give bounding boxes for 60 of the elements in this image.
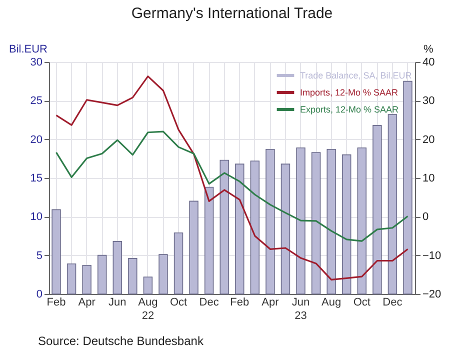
bar	[250, 160, 260, 294]
chart-title: Germany's International Trade	[131, 5, 333, 22]
y-tick-label: 20	[30, 134, 42, 146]
bar	[403, 80, 412, 294]
bar	[82, 264, 92, 294]
x-tick-label: Jun	[108, 296, 126, 308]
x-tick-label: Dec	[199, 296, 220, 308]
bar	[98, 254, 107, 294]
bar	[372, 125, 382, 294]
line-series	[55, 130, 409, 242]
bar	[235, 164, 244, 294]
bar	[280, 164, 290, 294]
y-axis-title: Bil.EUR	[8, 44, 48, 56]
x-tick-label: Apr	[78, 296, 96, 308]
bar	[204, 186, 214, 294]
bar	[158, 254, 168, 294]
y-tick-label: 0	[36, 288, 42, 300]
x-tick-label: Apr	[262, 296, 280, 308]
legend-label: Trade Balance, SA, Bil.EUR	[300, 70, 412, 80]
y-tick-label: 30	[30, 56, 42, 68]
x-tick-label: Oct	[353, 296, 370, 308]
bar	[296, 147, 306, 294]
bar	[326, 148, 336, 294]
x-tick-label: Oct	[170, 296, 188, 308]
bar	[128, 258, 138, 294]
bar	[174, 232, 184, 294]
legend-label: Imports, 12-Mo % SAAR	[300, 88, 399, 98]
legend-label: Exports, 12-Mo % SAAR	[300, 104, 400, 114]
y2-tick-label: 40	[422, 56, 435, 68]
y-tick-label: 10	[30, 211, 42, 224]
y2-axis-title: %	[424, 44, 434, 56]
bar	[388, 114, 398, 294]
y-tick-label: 5	[36, 250, 42, 262]
bar	[311, 152, 321, 294]
x-tick-label: Aug	[322, 296, 342, 308]
y2-tick-label: 30	[422, 95, 435, 108]
bar	[342, 154, 352, 294]
x-tick-label: Dec	[382, 296, 403, 308]
bar	[357, 147, 366, 294]
source-note: Source: Deutsche Bundesbank	[38, 334, 204, 348]
y-tick-label: 15	[30, 172, 42, 184]
y2-tick-label: −20	[422, 288, 442, 300]
bar	[52, 209, 61, 294]
text: 23	[294, 310, 307, 322]
x-tick-label: Jun	[292, 296, 310, 308]
bar	[143, 276, 153, 294]
bar	[189, 200, 198, 294]
y-tick-label: 25	[30, 95, 42, 108]
x-tick-label: Aug	[138, 296, 158, 308]
y2-tick-label: 20	[422, 134, 435, 146]
y2-tick-label: 10	[422, 172, 435, 184]
bar	[66, 263, 76, 294]
y2-tick-label: 0	[422, 211, 429, 224]
bar	[220, 160, 229, 294]
bar	[266, 148, 275, 294]
bar	[112, 241, 122, 294]
x-tick-label: Feb	[46, 296, 66, 308]
text: 22	[142, 310, 154, 322]
x-tick-label: Feb	[230, 296, 250, 308]
y2-tick-label: −10	[422, 250, 442, 262]
